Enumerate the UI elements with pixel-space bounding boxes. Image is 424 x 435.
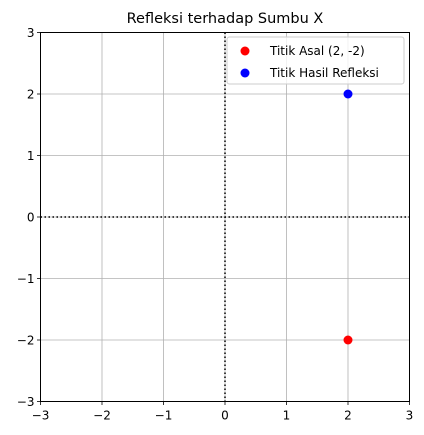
- x-tick-label: −1: [155, 409, 173, 423]
- x-tick-label: −3: [32, 409, 50, 423]
- axis-ticks: −3 −2 −1 0 1 2 3 −3 −2 −1 0 1 2 3: [17, 26, 414, 423]
- y-tick-label: −3: [17, 395, 35, 409]
- data-points: [343, 89, 353, 345]
- reference-lines: [40, 32, 410, 402]
- point-original: [343, 335, 353, 345]
- x-tick-label: 2: [344, 409, 352, 423]
- legend-label-reflection: Titik Hasil Refleksi: [269, 66, 379, 80]
- y-tick-label: 2: [27, 87, 35, 101]
- x-tick-label: 1: [283, 409, 291, 423]
- x-tick-label: 0: [221, 409, 229, 423]
- y-tick-label: −2: [17, 333, 35, 347]
- legend-label-original: Titik Asal (2, -2): [269, 44, 365, 58]
- legend-marker-reflection: [240, 68, 250, 78]
- x-tick-label: −2: [93, 409, 111, 423]
- y-tick-label: 0: [27, 210, 35, 224]
- legend: Titik Asal (2, -2) Titik Hasil Refleksi: [226, 36, 405, 85]
- legend-frame: [226, 36, 405, 85]
- y-tick-label: 3: [27, 26, 35, 40]
- legend-marker-original: [240, 46, 250, 56]
- y-tick-label: 1: [27, 149, 35, 163]
- chart-title: Refleksi terhadap Sumbu X: [127, 11, 324, 27]
- point-reflection: [343, 89, 353, 99]
- y-tick-label: −1: [17, 272, 35, 286]
- x-tick-label: 3: [406, 409, 414, 423]
